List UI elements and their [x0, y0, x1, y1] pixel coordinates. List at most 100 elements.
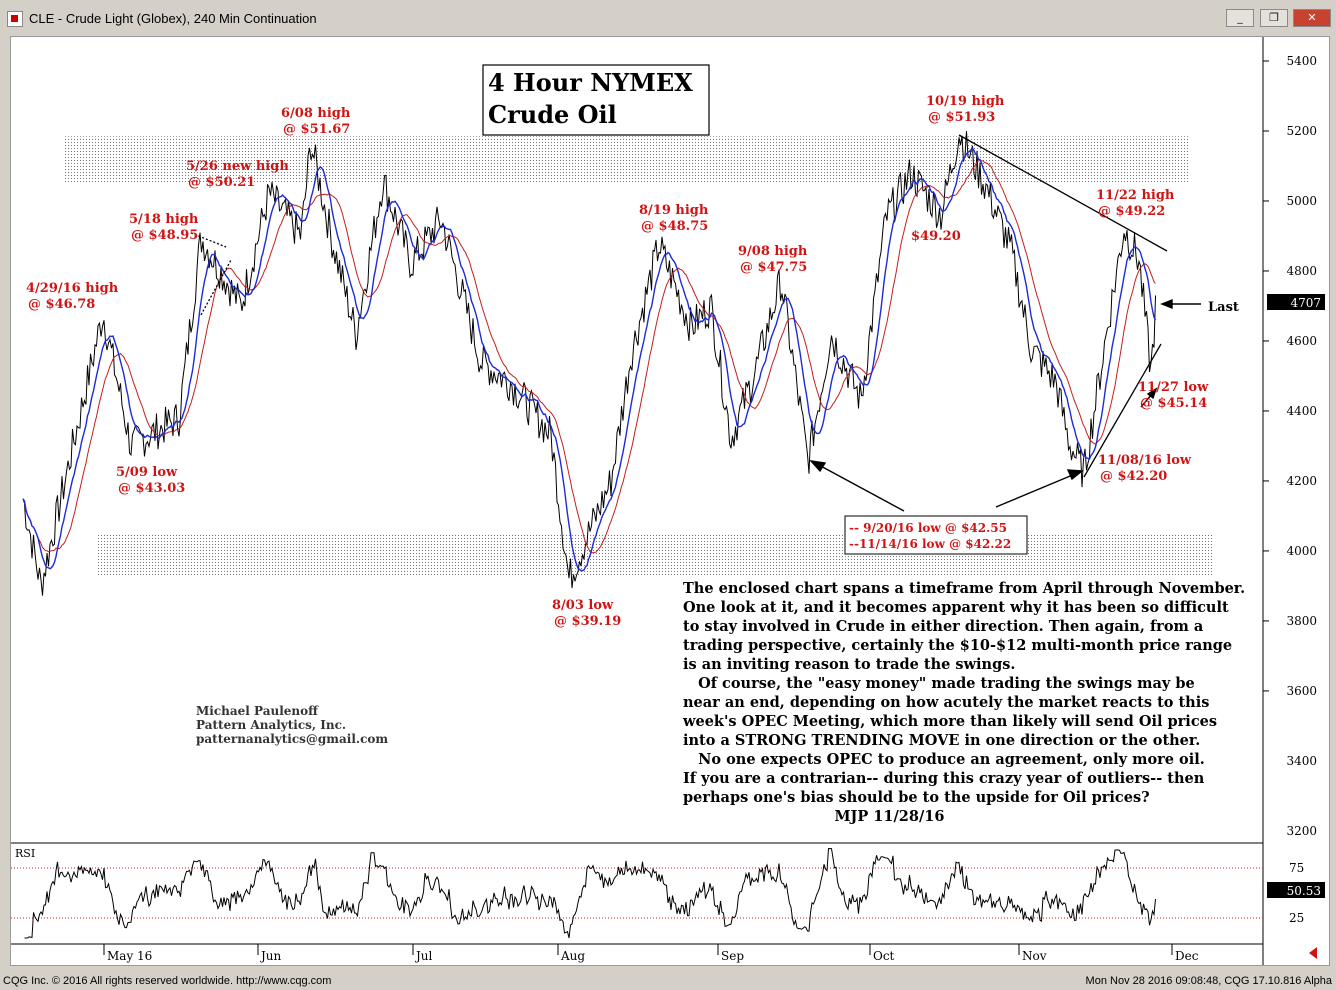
x-tick-label: May 16	[107, 949, 152, 963]
commentary-line: to stay involved in Crude in either dire…	[683, 618, 1204, 635]
small-trendline	[200, 259, 232, 316]
commentary-text: The enclosed chart spans a timeframe fro…	[682, 580, 1245, 825]
minimize-button[interactable]: _	[1226, 9, 1254, 27]
arrowhead-last	[1160, 298, 1173, 310]
restore-button[interactable]: ❐	[1260, 9, 1288, 27]
arrowhead-nov27-low	[1146, 387, 1158, 400]
commentary-line: near an end, depending on how acutely th…	[683, 694, 1209, 711]
annotation-value: @ $48.95	[131, 228, 198, 243]
annotation-label: 11/08/16 low	[1098, 453, 1192, 468]
trendlines	[190, 134, 1168, 478]
annotation-label: 6/08 high	[281, 106, 351, 121]
upper-trendline	[958, 134, 1168, 252]
rsi-last-value: 50.53	[1287, 884, 1321, 898]
annotation-value: @ $50.21	[188, 175, 255, 190]
x-tick-label: Nov	[1022, 949, 1047, 963]
x-tick-label: Jul	[414, 949, 433, 963]
commentary-line: perhaps one's bias should be to the upsi…	[683, 789, 1150, 806]
x-tick-label: Dec	[1175, 949, 1199, 963]
price-tick-3600: 3600	[1286, 684, 1317, 698]
chart-title-box	[482, 64, 710, 136]
last-value-tag	[1267, 294, 1325, 310]
commentary-line: is an inviting reason to trade the swing…	[683, 656, 1015, 673]
commentary-line: week's OPEC Meeting, which more than lik…	[682, 713, 1217, 730]
chart-title-line1: 4 Hour NYMEX	[488, 68, 693, 97]
range-bands	[63, 136, 1212, 576]
rsi-tick-75: 75	[1289, 861, 1304, 875]
author-line: patternanalytics@gmail.com	[196, 732, 388, 746]
price-tick-3200: 3200	[1286, 824, 1317, 838]
annotation-value: @ $47.75	[740, 260, 807, 275]
annotation-label: 11/22 high	[1096, 188, 1175, 203]
window-title: CLE - Crude Light (Globex), 240 Min Cont…	[29, 11, 317, 26]
last-label: Last	[1208, 300, 1239, 315]
commentary-line: trading perspective, certainly the $10-$…	[683, 637, 1232, 654]
commentary-line: into a STRONG TRENDING MOVE in one direc…	[683, 732, 1200, 749]
price-tick-5200: 5200	[1286, 124, 1317, 138]
price-tick-4200: 4200	[1286, 474, 1317, 488]
callout-line2: --11/14/16 low @ $42.22	[849, 537, 1011, 551]
band-support	[96, 533, 1212, 576]
annotation-arrows	[809, 298, 1201, 512]
annotation-label: 11/27 low	[1138, 380, 1209, 395]
commentary-line: One look at it, and it becomes apparent …	[683, 599, 1229, 616]
copyright-text: CQG Inc. © 2016 All rights reserved worl…	[3, 975, 332, 987]
annotation-label: 5/18 high	[129, 212, 199, 227]
timestamp-text: Mon Nov 28 2016 09:08:48, CQG 17.10.816 …	[1085, 975, 1332, 987]
x-tick-label: Sep	[721, 949, 744, 963]
annotation-label: 9/08 high	[738, 244, 808, 259]
x-tick-label: Jun	[259, 949, 282, 963]
rsi-last-tag	[1267, 882, 1325, 898]
rsi-tick-25: 25	[1289, 911, 1304, 925]
lower-trendline	[1083, 343, 1162, 478]
annotation-label: 4/29/16 high	[26, 281, 119, 296]
price-tick-3800: 3800	[1286, 614, 1317, 628]
rsi-line	[24, 847, 1156, 939]
price-tick-4000: 4000	[1286, 544, 1317, 558]
annotation-label: $49.20	[911, 229, 961, 244]
arrowhead-nov-low	[1066, 469, 1084, 481]
annotation-label: 5/26 new high	[186, 159, 289, 174]
price-tick-4800: 4800	[1286, 264, 1317, 278]
window-titlebar: CLE - Crude Light (Globex), 240 Min Cont…	[0, 0, 1336, 34]
chart-title-line2: Crude Oil	[488, 100, 617, 129]
close-button[interactable]: ✕	[1293, 9, 1331, 27]
annotation-label: 8/19 high	[639, 203, 709, 218]
rsi-label: RSI	[15, 847, 35, 860]
annotation-label: 10/19 high	[926, 94, 1005, 109]
commentary-line: No one expects OPEC to produce an agreem…	[683, 751, 1205, 768]
annotation-value: @ $48.75	[641, 219, 708, 234]
callout-line1: -- 9/20/16 low @ $42.55	[849, 521, 1007, 535]
arrow-sept-low	[816, 463, 905, 512]
annotation-value: @ $51.67	[283, 122, 350, 137]
annotation-label: 8/03 low	[552, 598, 614, 613]
price-annotations: 4/29/16 high@ $46.78 5/09 low@ $43.03 5/18…	[26, 94, 1209, 629]
x-axis-labels: May 16 Jun Jul Aug Sep Oct Nov Dec	[103, 944, 1199, 963]
arrowhead-sept-low	[809, 460, 827, 473]
price-chart: 4 Hour NYMEX Crude Oil 4/29/16 high@ $46…	[11, 37, 1329, 965]
price-tick-3400: 3400	[1286, 754, 1317, 768]
annotation-value: @ $51.93	[928, 110, 995, 125]
annotation-value: @ $46.78	[28, 297, 95, 312]
annotation-value: @ $49.22	[1098, 204, 1165, 219]
price-scale-area	[1263, 37, 1329, 965]
price-series-area	[22, 131, 1157, 596]
chart-frame: 4 Hour NYMEX Crude Oil 4/29/16 high @ $46…	[10, 36, 1330, 966]
commentary-line: The enclosed chart spans a timeframe fro…	[683, 580, 1245, 597]
x-tick-label: Oct	[873, 949, 895, 963]
price-tick-5000: 5000	[1286, 194, 1317, 208]
annotation-value: @ $43.03	[118, 481, 185, 496]
scroll-left-icon[interactable]	[1309, 947, 1317, 959]
callout-box	[844, 515, 1028, 555]
last-value: 4707	[1290, 296, 1321, 310]
price-tick-4600: 4600	[1286, 334, 1317, 348]
author-line: Michael Paulenoff	[196, 704, 319, 718]
author-line: Pattern Analytics, Inc.	[196, 718, 346, 732]
moving-average-fast	[22, 147, 1157, 572]
arrow-nov-low	[995, 473, 1076, 508]
annotation-value: @ $42.20	[1100, 469, 1167, 484]
price-tick-5400: 5400	[1286, 54, 1317, 68]
price-scale-labels: 3600 3800 4000 4200 4400 4600 4800 5000 5200 5400…	[1263, 54, 1317, 838]
app-icon	[7, 11, 23, 27]
